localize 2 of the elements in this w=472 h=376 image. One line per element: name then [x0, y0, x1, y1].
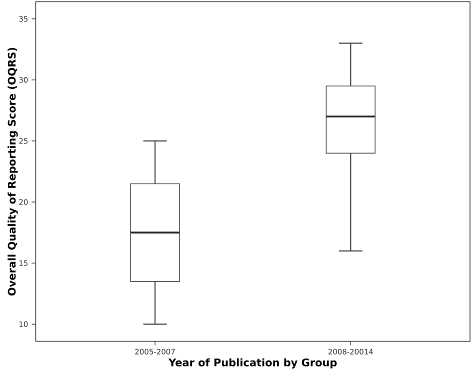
x-axis-title: Year of Publication by Group: [168, 358, 337, 369]
y-axis-title: Overall Quality of Reporting Score (OQRS): [8, 48, 18, 296]
